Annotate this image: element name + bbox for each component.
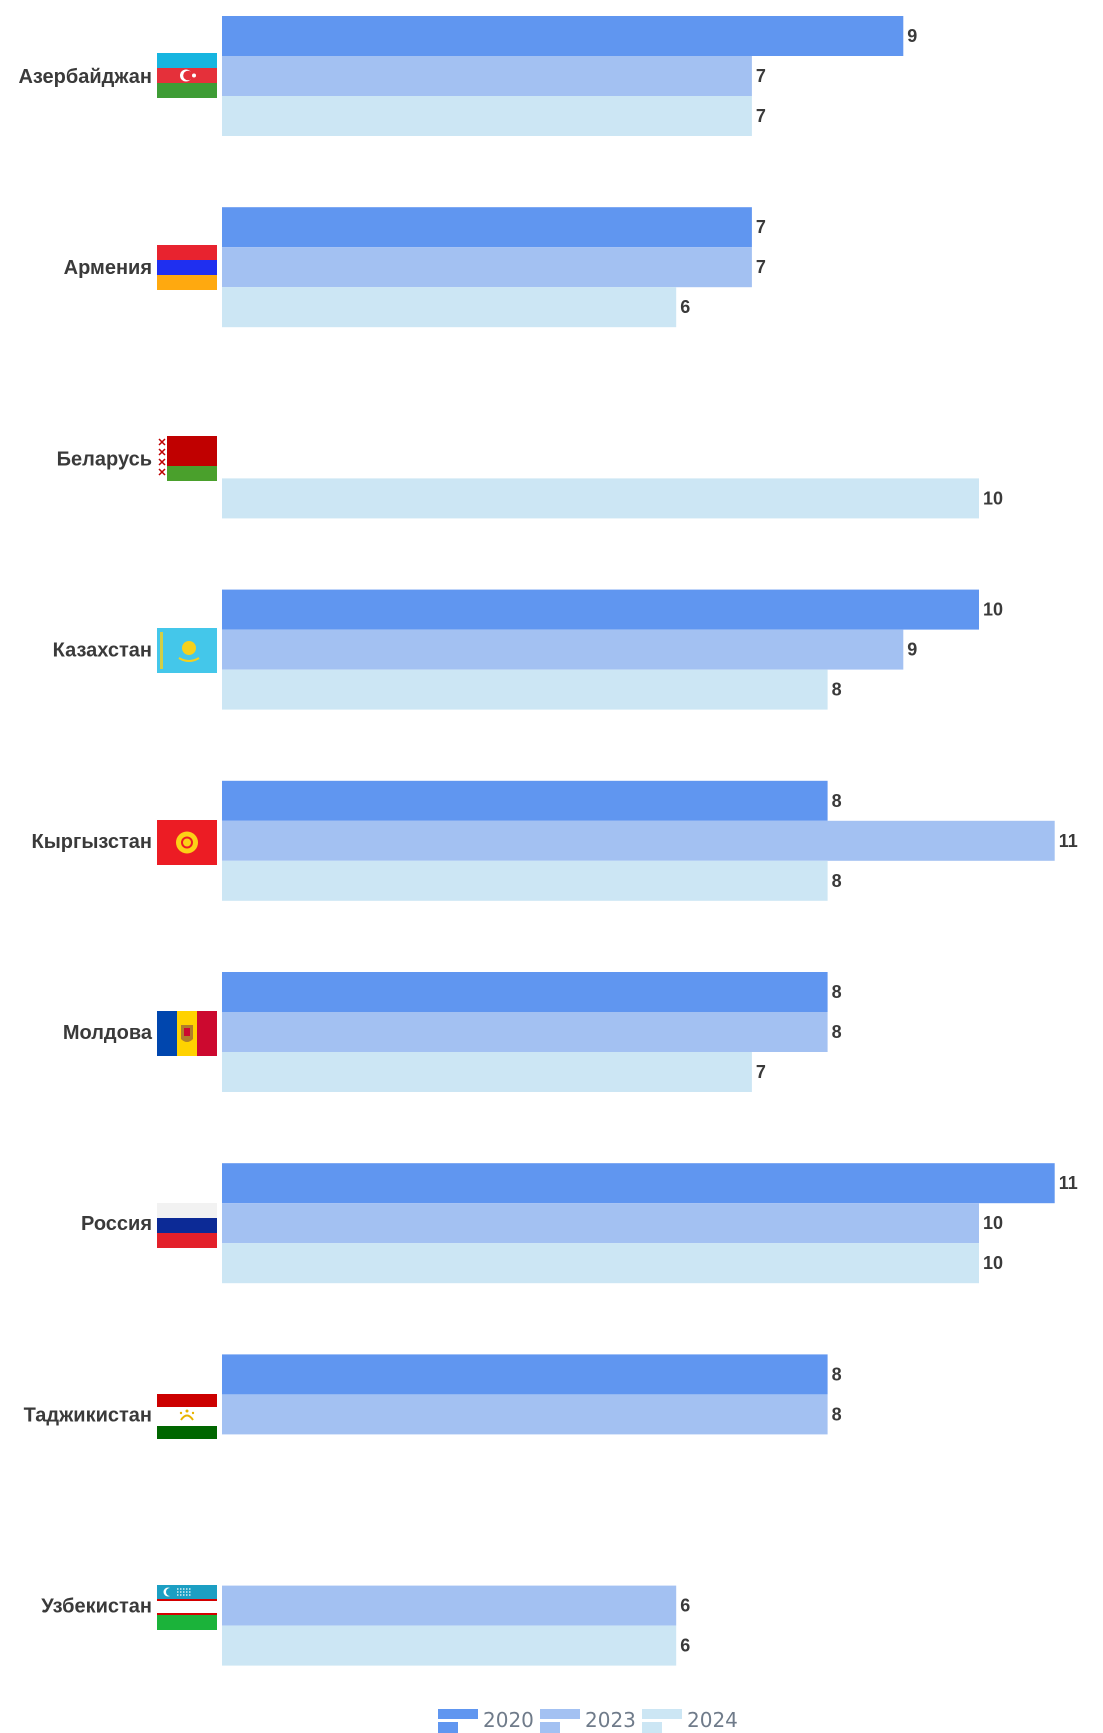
armenia-flag-icon <box>157 245 217 290</box>
kazakhstan-flag-icon <box>157 628 217 673</box>
category-labels: Азербайджан Армения Беларусь Казахстан Кыргы… <box>18 66 152 1618</box>
data-label: 7 <box>756 66 766 86</box>
data-label: 11 <box>1059 1173 1078 1193</box>
bar-2024 <box>222 669 828 710</box>
legend-label-2023: 2023 <box>585 1708 636 1732</box>
uzbekistan-flag-icon <box>157 1585 217 1630</box>
kyrgyzstan-flag-icon <box>157 820 217 865</box>
bar-2023 <box>222 820 1055 861</box>
legend-swatch-2024 <box>642 1709 682 1719</box>
data-label: 7 <box>756 217 766 237</box>
flags-group <box>157 53 217 1630</box>
value-labels: 9 7 7 7 7 6 10 10 9 8 8 11 8 8 8 7 11 10 10 8 8 6 6 <box>680 26 1078 1656</box>
bar-2023 <box>222 629 904 670</box>
bar-2023 <box>222 247 752 288</box>
data-label: 8 <box>832 680 842 700</box>
data-label: 9 <box>907 640 917 660</box>
bar-2020 <box>222 1354 828 1395</box>
bar-2020 <box>222 16 904 56</box>
bar-2023 <box>222 1203 979 1244</box>
data-label: 6 <box>680 297 690 317</box>
bar-2024 <box>222 1625 677 1666</box>
bar-2024 <box>222 478 979 519</box>
category-label: Армения <box>64 257 152 279</box>
bar-2023 <box>222 1585 677 1626</box>
data-label: 6 <box>680 1636 690 1656</box>
belarus-flag-icon <box>157 436 217 481</box>
legend-label-2024: 2024 <box>687 1708 738 1732</box>
legend-swatch-2020 <box>438 1709 478 1719</box>
legend-label-2020: 2020 <box>483 1708 534 1732</box>
category-label: Азербайджан <box>18 66 152 88</box>
russia-flag-icon <box>157 1203 217 1248</box>
bar-2020 <box>222 589 979 630</box>
bar-2024 <box>222 96 752 136</box>
data-label: 10 <box>983 1253 1003 1273</box>
category-label: Казахстан <box>53 640 152 662</box>
data-label: 10 <box>983 600 1003 620</box>
bar-2023 <box>222 56 752 96</box>
data-label: 8 <box>832 1364 842 1384</box>
azerbaijan-flag-icon <box>157 53 217 98</box>
category-label: Беларусь <box>57 448 152 470</box>
category-label: Молдова <box>63 1022 153 1044</box>
bar-2024 <box>222 860 828 901</box>
legend: 2020 2023 2024 <box>438 1708 738 1733</box>
data-label: 10 <box>983 1213 1003 1233</box>
data-label: 8 <box>832 1404 842 1424</box>
data-label: 8 <box>832 791 842 811</box>
bar-2024 <box>222 1052 752 1092</box>
bars-group <box>222 16 1055 1666</box>
data-label: 7 <box>756 106 766 126</box>
legend-swatch-2023 <box>540 1709 580 1719</box>
legend-marker-2024 <box>642 1722 662 1733</box>
data-label: 6 <box>680 1596 690 1616</box>
bar-2020 <box>222 972 828 1012</box>
bar-2023 <box>222 1394 828 1435</box>
data-label: 7 <box>756 257 766 277</box>
bar-2024 <box>222 287 677 328</box>
data-label: 8 <box>832 982 842 1002</box>
bar-2023 <box>222 1012 828 1052</box>
tajikistan-flag-icon <box>157 1394 217 1439</box>
bar-2020 <box>222 207 752 248</box>
legend-marker-2023 <box>540 1722 560 1733</box>
moldova-flag-icon <box>157 1011 217 1056</box>
legend-marker-2020 <box>438 1722 458 1733</box>
bar-2020 <box>222 1163 1055 1204</box>
bar-2020 <box>222 780 828 821</box>
data-label: 9 <box>907 26 917 46</box>
data-label: 11 <box>1059 831 1078 851</box>
bar-2024 <box>222 1243 979 1284</box>
data-label: 7 <box>756 1062 766 1082</box>
category-label: Россия <box>81 1213 152 1235</box>
data-label: 8 <box>832 1022 842 1042</box>
category-label: Кыргызстан <box>32 831 152 853</box>
category-label: Узбекистан <box>41 1596 152 1618</box>
data-label: 8 <box>832 871 842 891</box>
data-label: 10 <box>983 488 1003 508</box>
category-label: Таджикистан <box>24 1404 152 1426</box>
